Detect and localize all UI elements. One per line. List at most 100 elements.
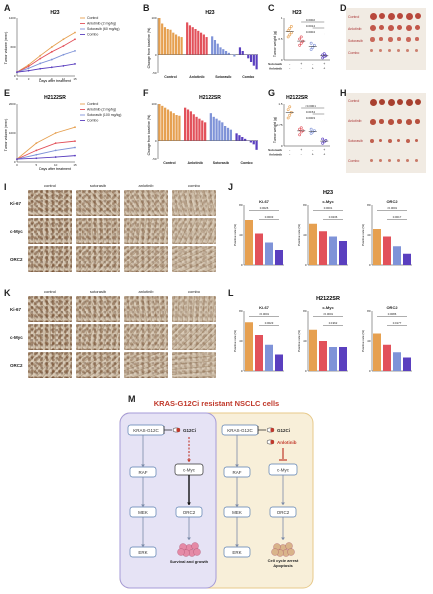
data-point bbox=[62, 45, 65, 47]
tumor-sample bbox=[406, 37, 411, 42]
waterfall-bar bbox=[221, 122, 224, 141]
waterfall-bar bbox=[172, 32, 175, 55]
waterfall-bar bbox=[169, 111, 172, 141]
panel-label-b: B bbox=[143, 3, 150, 13]
series-line-0 bbox=[16, 126, 76, 160]
tumor-sample bbox=[415, 99, 421, 105]
panel-label-e: E bbox=[4, 88, 11, 98]
y-tick-label: 0 bbox=[241, 263, 243, 267]
y-tick-label: 40 bbox=[303, 339, 307, 343]
dot bbox=[309, 127, 313, 131]
arrow-myc-orc2-right-head bbox=[281, 502, 285, 505]
mek-box-left-label: MEK bbox=[138, 510, 148, 515]
waterfall-bar bbox=[178, 115, 181, 141]
treatment-sign: - bbox=[301, 153, 303, 157]
data-point bbox=[39, 57, 42, 60]
y-tick-label: 0 bbox=[241, 369, 243, 373]
dot bbox=[298, 133, 302, 137]
ihc-bar bbox=[309, 329, 317, 371]
g12ci-label-right: G12Ci bbox=[277, 428, 290, 433]
y-tick-label: 0 bbox=[305, 369, 307, 373]
ihc-bar bbox=[393, 352, 401, 371]
erk-box-right-label: ERK bbox=[232, 550, 241, 555]
ylabel-e: Tumor volume (mm³) bbox=[4, 119, 8, 152]
waterfall-bar bbox=[241, 137, 244, 141]
tumor-sample bbox=[388, 99, 395, 106]
tumor-sample bbox=[370, 139, 375, 144]
tumor-sample bbox=[388, 25, 394, 31]
legend-label: Combo bbox=[87, 119, 98, 123]
tumor-sample bbox=[415, 25, 420, 30]
ihc-image bbox=[28, 324, 72, 350]
waterfall-bar bbox=[241, 51, 244, 55]
ihc-image bbox=[28, 246, 72, 272]
tumor-sample bbox=[397, 49, 400, 52]
waterfall-bar bbox=[255, 140, 258, 150]
waterfall-bar bbox=[249, 140, 252, 143]
y-axis-label: Positive rate (%) bbox=[297, 330, 301, 352]
tumor-sample bbox=[388, 49, 392, 53]
data-point bbox=[74, 49, 76, 52]
tumor-sample bbox=[406, 119, 412, 125]
dot bbox=[322, 140, 326, 144]
waterfall-bar bbox=[211, 36, 214, 55]
data-point bbox=[62, 38, 65, 41]
dot bbox=[288, 33, 292, 37]
myc-box-right-label: c-Myc bbox=[277, 467, 290, 472]
treatment-sign: - bbox=[289, 62, 291, 66]
tumor-sample bbox=[397, 25, 402, 30]
p-value: 0.0003 bbox=[265, 215, 274, 219]
data-point bbox=[74, 140, 76, 143]
data-point bbox=[62, 64, 65, 67]
y-tick-label: 0 bbox=[14, 160, 16, 164]
tumor-cell-left bbox=[193, 548, 201, 556]
data-point bbox=[39, 54, 42, 57]
ihc-col-label-1: sotorasib bbox=[89, 289, 107, 294]
tumor-sample bbox=[379, 139, 383, 143]
waterfall-bar bbox=[201, 120, 204, 141]
bars-j: Ki-67 0 40 80 Positive rate (%) 0.0026 0.0003 c… bbox=[233, 199, 412, 267]
p-value: 0.0154 bbox=[306, 110, 316, 114]
tumor-sample bbox=[415, 139, 419, 143]
waterfall-bar bbox=[216, 43, 219, 55]
waterfall-bar bbox=[249, 54, 253, 62]
waterfall-bar bbox=[199, 32, 203, 55]
legend-label: Control bbox=[87, 102, 99, 106]
group-label: Anlotinib bbox=[189, 75, 204, 79]
panel-label-f: F bbox=[143, 88, 149, 98]
waterfall-bar bbox=[192, 114, 195, 141]
photo-d-label-anlotinib: Anlotinib bbox=[348, 27, 362, 31]
ihc-image bbox=[172, 296, 216, 322]
series-line-3 bbox=[16, 63, 76, 73]
waterfall-bar bbox=[252, 140, 255, 145]
waterfall-bar bbox=[247, 54, 250, 59]
waterfall-bar bbox=[219, 47, 222, 55]
x-tick-label: 5 bbox=[35, 163, 37, 167]
outcome-right-line-1: Apoptosis bbox=[273, 563, 293, 568]
y-tick-label: 40 bbox=[303, 233, 307, 237]
ihc-col-label-3: combo bbox=[187, 289, 200, 294]
waterfall-bar bbox=[195, 116, 198, 141]
ylabel-c: Tumor weight (g) bbox=[273, 31, 277, 57]
waterfall-bar bbox=[222, 49, 225, 55]
waterfall-bar bbox=[238, 47, 242, 55]
treatment-sign: - bbox=[289, 148, 291, 152]
ihc-bar bbox=[275, 250, 283, 265]
data-point bbox=[50, 58, 53, 61]
raf-box-left-label: RAF bbox=[139, 470, 148, 475]
p-value: 0.0086 bbox=[388, 312, 397, 316]
ihc-bar bbox=[329, 236, 337, 265]
dot bbox=[301, 129, 305, 133]
dot bbox=[321, 137, 325, 141]
schematic-heading: KRAS-G12Ci resistant NSCLC cells bbox=[153, 399, 280, 408]
ihc-bar bbox=[319, 341, 327, 371]
y-axis-label: Positive rate (%) bbox=[361, 224, 365, 246]
ihc-bar bbox=[275, 354, 283, 371]
p-value: 0.0236 bbox=[329, 215, 338, 219]
photo-d-label-sotorasib: Sotorasib bbox=[348, 39, 363, 43]
group-label: Anlotinib bbox=[188, 161, 203, 165]
tumor-sample bbox=[388, 159, 391, 162]
waterfall-bar bbox=[224, 126, 227, 141]
dot bbox=[299, 35, 303, 39]
